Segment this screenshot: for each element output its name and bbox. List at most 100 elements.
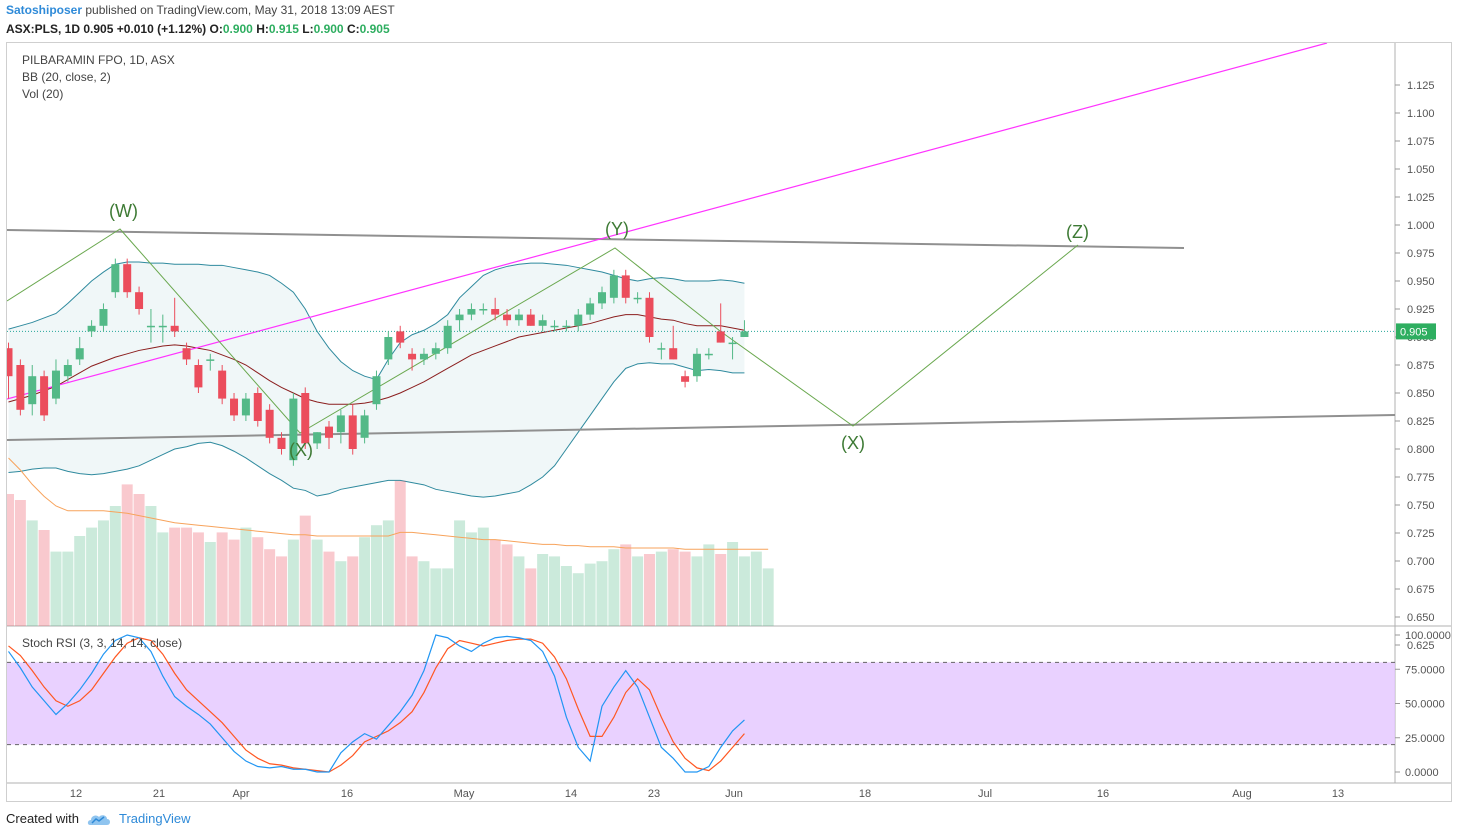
volume-bar	[465, 532, 477, 626]
candle-body	[704, 353, 713, 356]
candle[interactable]	[550, 320, 559, 332]
time-tick-label: 12	[70, 788, 82, 800]
volume-bar	[537, 554, 549, 626]
candle[interactable]	[467, 303, 476, 321]
candle[interactable]	[146, 309, 155, 343]
candle[interactable]	[218, 365, 227, 405]
candle[interactable]	[289, 393, 298, 466]
candle[interactable]	[348, 404, 357, 455]
tradingview-logo-icon[interactable]	[87, 812, 111, 826]
candle[interactable]	[740, 320, 749, 337]
candle[interactable]	[491, 297, 500, 321]
candle[interactable]	[645, 292, 654, 343]
candle-body	[408, 353, 417, 360]
price-tick-label: 0.700	[1407, 556, 1435, 568]
candle-body	[75, 348, 84, 360]
candle[interactable]	[16, 359, 25, 416]
candle[interactable]	[158, 314, 167, 343]
volume-bar	[703, 544, 715, 626]
stoch-legend[interactable]: Stoch RSI (3, 3, 14, 14, close)	[22, 636, 183, 650]
candle[interactable]	[384, 331, 393, 365]
author-name[interactable]: Satoshiposer	[6, 3, 83, 17]
candle[interactable]	[182, 342, 191, 365]
price-tick-label: 0.950	[1407, 276, 1435, 288]
candle[interactable]	[716, 303, 725, 343]
volume-bar	[738, 556, 750, 626]
candle[interactable]	[336, 409, 345, 444]
candle[interactable]	[526, 309, 535, 326]
candle[interactable]	[313, 432, 322, 449]
candle[interactable]	[562, 320, 571, 332]
candle[interactable]	[621, 269, 630, 304]
candle-body	[218, 370, 227, 399]
candle[interactable]	[514, 309, 523, 326]
bb-legend[interactable]: BB (20, close, 2)	[22, 70, 111, 84]
candle[interactable]	[681, 370, 690, 388]
candle-body	[598, 292, 606, 304]
price-tick-label: 0.800	[1407, 444, 1435, 456]
candle[interactable]	[277, 432, 286, 455]
volume-bar	[240, 527, 252, 626]
candle[interactable]	[7, 342, 13, 399]
candle[interactable]	[396, 325, 405, 349]
candle-body	[396, 331, 405, 343]
time-axis: 12 21 Apr 16 May 14 23 Jun 18 Jul 16 Aug 13	[70, 788, 1344, 800]
candle[interactable]	[728, 337, 737, 360]
candle[interactable]	[408, 348, 417, 371]
candle[interactable]	[443, 320, 452, 354]
volume-bar	[7, 494, 14, 626]
candle[interactable]	[230, 393, 239, 421]
candle[interactable]	[123, 258, 132, 298]
candle[interactable]	[194, 359, 203, 393]
candle-body	[146, 325, 155, 328]
candle[interactable]	[574, 309, 583, 332]
volume-bar	[572, 573, 584, 626]
candle[interactable]	[241, 393, 250, 421]
chart-frame[interactable]: 1.125 1.100 1.075 1.050 1.025 1.000 0.975 0.950…	[6, 42, 1452, 802]
volume-bar	[454, 520, 466, 626]
candle[interactable]	[111, 258, 120, 298]
time-tick-label: 18	[859, 788, 871, 800]
candle[interactable]	[419, 348, 428, 365]
candle[interactable]	[265, 404, 274, 444]
candle[interactable]	[170, 297, 179, 337]
price-tick-label: 0.675	[1407, 584, 1435, 596]
candles	[7, 258, 749, 466]
candle[interactable]	[538, 314, 547, 332]
candle-body	[740, 331, 749, 337]
candle-body	[372, 376, 381, 405]
candle[interactable]	[372, 370, 381, 410]
candle[interactable]	[63, 359, 72, 382]
candle[interactable]	[609, 269, 618, 304]
candle[interactable]	[40, 370, 49, 421]
candle[interactable]	[431, 342, 440, 360]
candle[interactable]	[479, 303, 488, 315]
candle[interactable]	[135, 286, 144, 315]
candle[interactable]	[87, 320, 96, 337]
volume-bar	[109, 506, 121, 626]
tradingview-brand[interactable]: TradingView	[118, 811, 191, 826]
candle[interactable]	[75, 337, 84, 365]
candle[interactable]	[324, 421, 333, 449]
candle[interactable]	[586, 297, 595, 321]
candle[interactable]	[503, 309, 512, 326]
candle-body	[99, 309, 108, 326]
candle[interactable]	[28, 365, 37, 416]
candle[interactable]	[301, 387, 310, 449]
candle[interactable]	[360, 409, 369, 444]
vol-legend[interactable]: Vol (20)	[22, 87, 64, 101]
candle[interactable]	[692, 348, 701, 382]
candle[interactable]	[99, 303, 108, 332]
candle-body	[87, 325, 96, 332]
candle[interactable]	[669, 325, 678, 360]
candle[interactable]	[253, 387, 262, 427]
candle[interactable]	[51, 359, 60, 405]
candle[interactable]	[206, 353, 215, 371]
candle[interactable]	[455, 309, 464, 332]
candle[interactable]	[657, 342, 666, 360]
candle[interactable]	[704, 348, 713, 360]
candle-body	[289, 398, 298, 461]
candle[interactable]	[598, 286, 606, 309]
candle[interactable]	[633, 292, 642, 304]
price-chart[interactable]: 1.125 1.100 1.075 1.050 1.025 1.000 0.975 0.950…	[7, 43, 1451, 801]
